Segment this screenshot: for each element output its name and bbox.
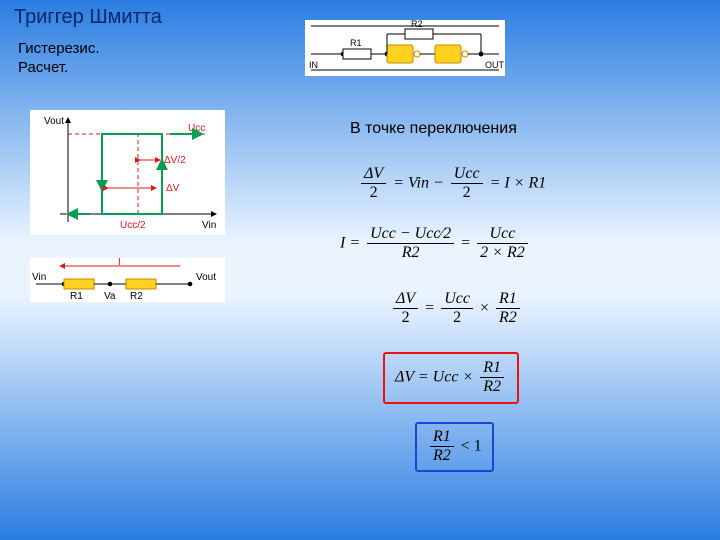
eq5-fn: R1 — [430, 428, 454, 447]
eq1-lhs-den: 2 — [361, 184, 386, 202]
eq3-lhs-d: 2 — [393, 309, 418, 327]
label-r2-top: R2 — [411, 20, 423, 29]
label-ucc: Ucc — [188, 123, 205, 134]
eq3-lhs-n: ΔV — [393, 290, 418, 309]
eq3-f3n: R1 — [496, 290, 520, 309]
label-i: I — [118, 258, 121, 268]
label-r2: R2 — [130, 291, 143, 302]
label-r1: R1 — [70, 291, 83, 302]
eq5-tail: < 1 — [461, 438, 482, 455]
label-dv2: ΔV/2 — [164, 155, 186, 166]
hysteresis-plot: Vout Vin Ucc Ucc/2 ΔV ΔV/2 — [30, 110, 225, 235]
axis-y-label: Vout — [44, 116, 64, 127]
section-label: В точке переключения — [350, 120, 517, 138]
label-dv: ΔV — [166, 183, 180, 194]
equation-1: ΔV2 = Vin − Ucc2 = I × R1 — [358, 165, 546, 203]
eq1-mid1: = Vin − — [393, 175, 444, 192]
eq2-f2d: 2 × R2 — [477, 244, 528, 262]
eq4-fn: R1 — [480, 359, 504, 378]
eq2-f1d: R2 — [367, 244, 454, 262]
label-out: OUT — [485, 60, 505, 70]
label-vin: Vin — [32, 272, 46, 283]
eq2-mid: = — [461, 235, 470, 252]
eq1-f2n: Ucc — [451, 165, 483, 184]
eq4-fd: R2 — [480, 378, 504, 396]
label-ucc-half: Ucc/2 — [120, 220, 146, 231]
eq2-f2n: Ucc — [477, 225, 528, 244]
eq3-f2d: 2 — [441, 309, 473, 327]
label-va: Va — [104, 291, 116, 302]
subtitle-line1: Гистерезис. — [18, 40, 99, 57]
subtitle-line2: Расчет. — [18, 59, 68, 76]
eq4-lead: ΔV = Ucc × — [395, 369, 473, 386]
eq1-f2d: 2 — [451, 184, 483, 202]
equation-3: ΔV2 = Ucc2 × R1R2 — [390, 290, 523, 328]
page-subtitle: Гистерезис. Расчет. — [18, 40, 99, 78]
label-r1-top: R1 — [350, 38, 362, 48]
page-title: Триггер Шмитта — [14, 6, 162, 29]
eq3-times: × — [480, 300, 489, 317]
equation-5: R1R2 < 1 — [415, 422, 494, 472]
eq3-f2n: Ucc — [441, 290, 473, 309]
label-in: IN — [309, 60, 318, 70]
axis-x-label: Vin — [202, 220, 216, 231]
r-chain-schematic: I Vin Vout R1 Va R2 — [30, 258, 225, 302]
eq3-mid: = — [425, 300, 434, 317]
equation-4: ΔV = Ucc × R1R2 — [383, 352, 519, 404]
equation-2: I = Ucc − Ucc⁄2R2 = Ucc2 × R2 — [340, 225, 531, 263]
eq3-f3d: R2 — [496, 309, 520, 327]
eq2-f1n: Ucc − Ucc⁄2 — [367, 225, 454, 244]
label-vout: Vout — [196, 272, 216, 283]
eq1-lhs-num: ΔV — [361, 165, 386, 184]
circuit-schematic-top: IN OUT R1 R2 — [305, 20, 505, 76]
eq1-tail: = I × R1 — [490, 175, 547, 192]
eq5-fd: R2 — [430, 447, 454, 465]
eq2-lead: I = — [340, 235, 360, 252]
